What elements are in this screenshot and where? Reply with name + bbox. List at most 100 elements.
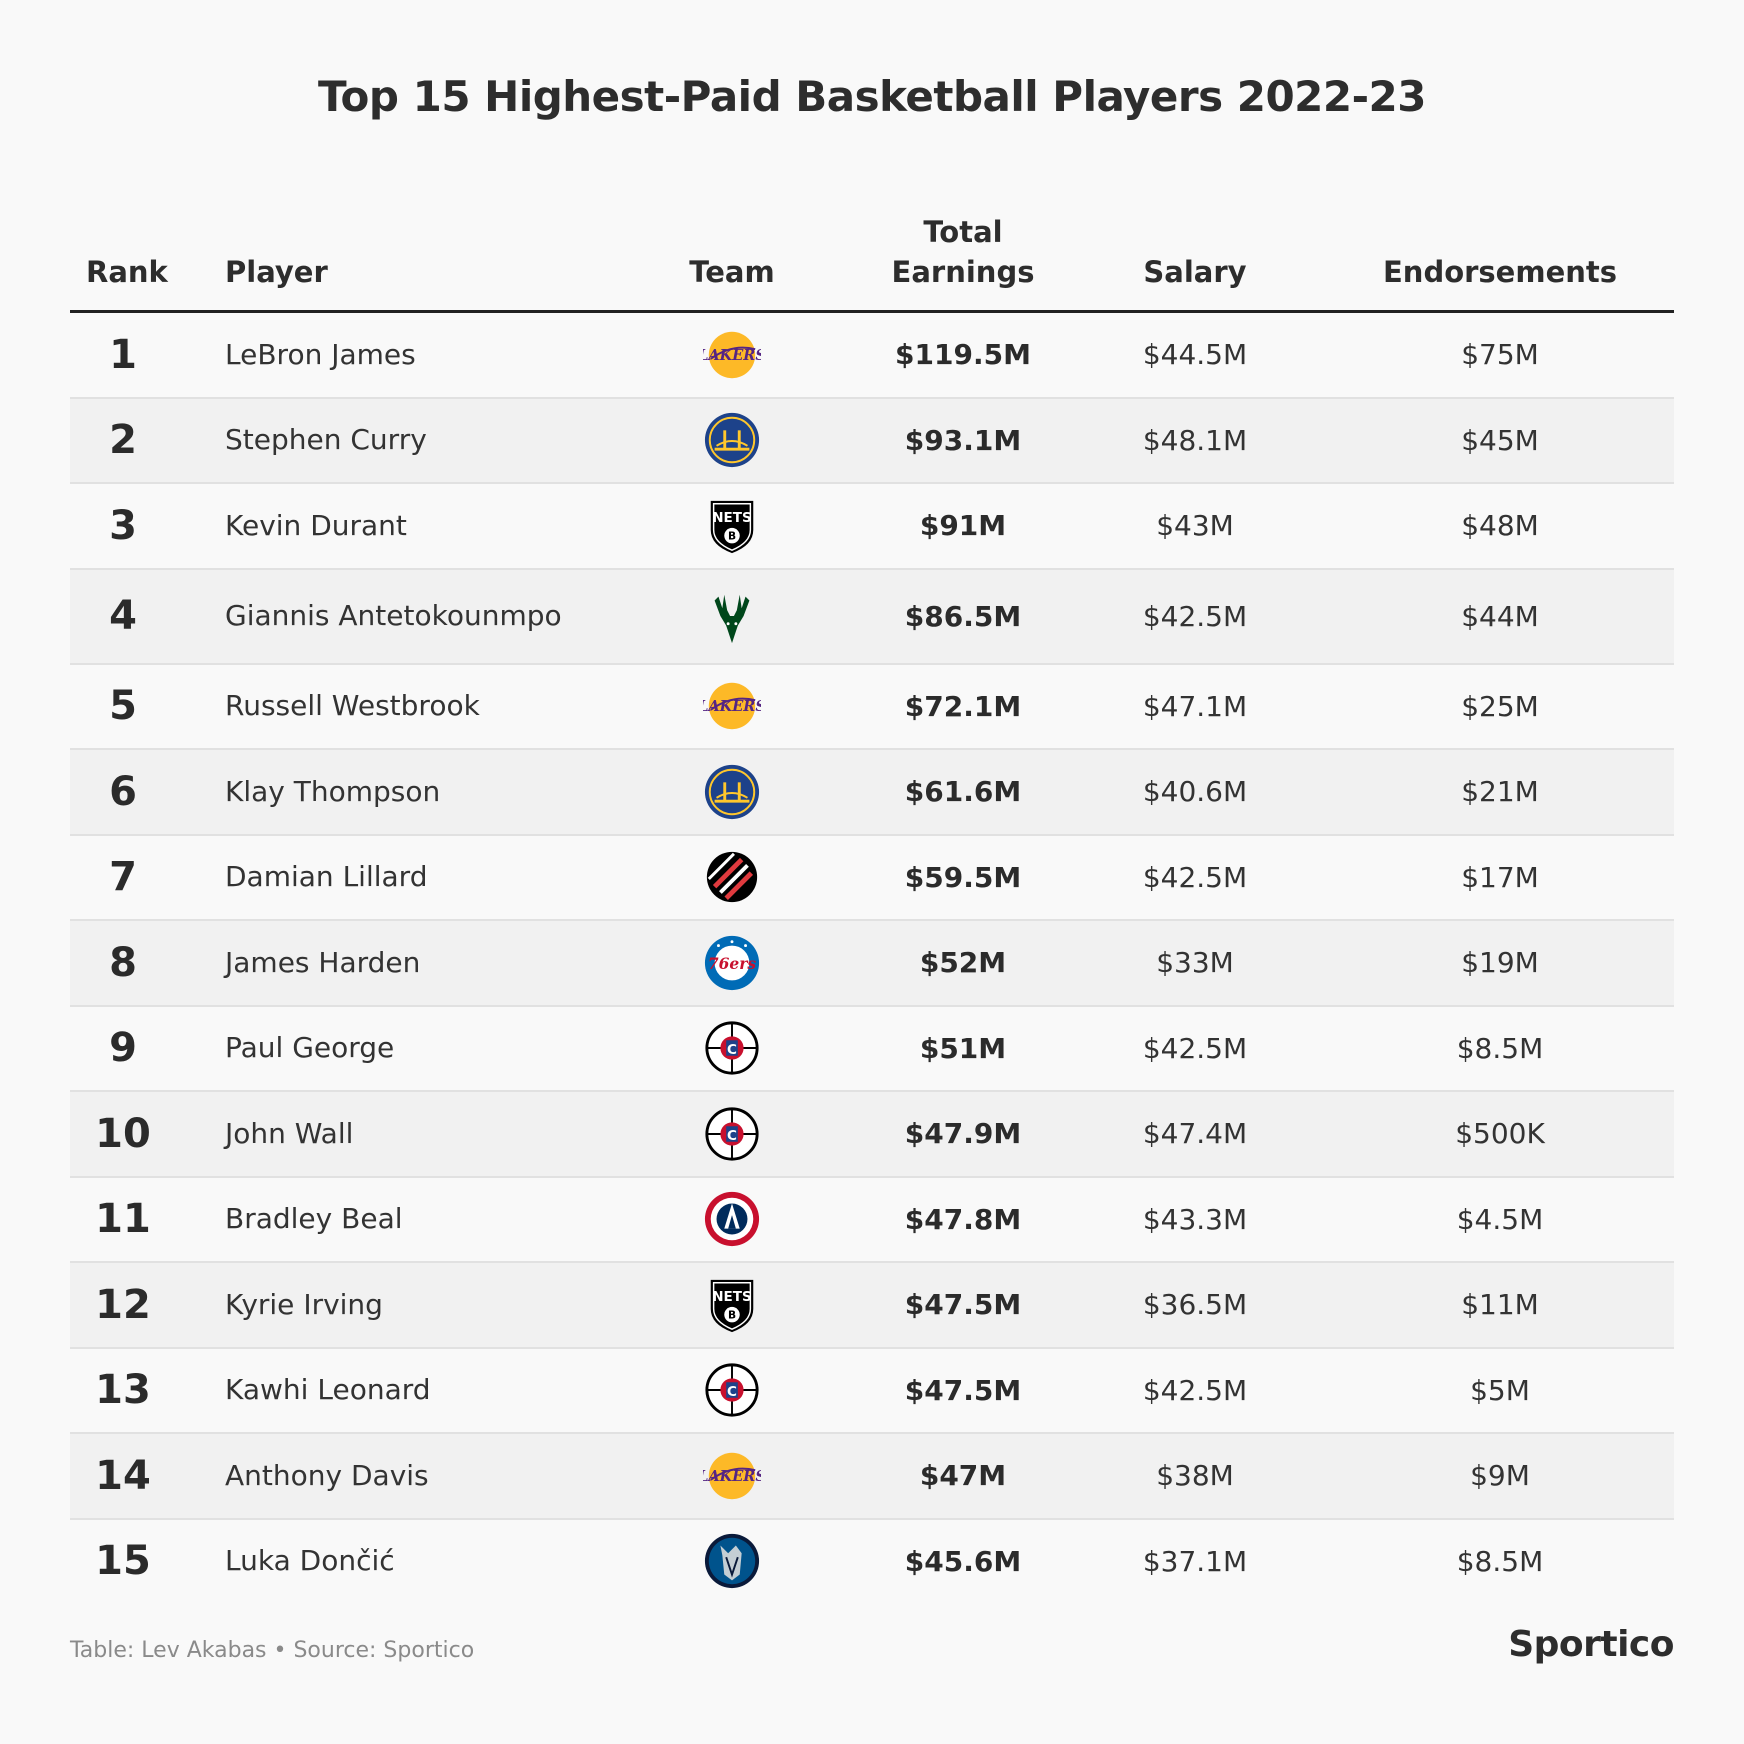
salary-cell: $38M [1156,1459,1234,1493]
chart-title: Top 15 Highest-Paid Basketball Players 2… [317,72,1427,121]
table-row: 7 Damian Lillard $59.5M $42.5M $17M [70,835,1674,921]
table-row: 4 Giannis Antetokounmpo $86.5M $42.5M $44M [70,569,1674,665]
player-cell: Luka Dončić [225,1544,395,1578]
svg-text:NETS: NETS [712,1289,752,1305]
table-row: 3 Kevin Durant NETS B $91M $43M $48M [70,484,1674,570]
player-cell: Kawhi Leonard [225,1373,431,1407]
salary-cell: $42.5M [1142,1373,1248,1407]
header-salary: Salary [1143,255,1247,289]
endorsements-cell: $21M [1461,775,1539,809]
total-earnings-cell: $59.5M [904,860,1022,894]
total-earnings-cell: $47.9M [904,1117,1022,1151]
player-cell: Klay Thompson [225,774,441,808]
svg-text:76ers: 76ers [708,954,756,973]
endorsements-cell: $8.5M [1456,1031,1544,1065]
player-cell: James Harden [225,945,421,979]
rank-cell: 11 [95,1196,151,1243]
table-row: 15 Luka Dončić $45.6M $37.1M $8.5M [70,1519,1674,1603]
svg-text:B: B [728,1308,736,1321]
salary-cell: $43.3M [1142,1202,1248,1236]
nets-logo-icon: NETS B [672,1263,792,1347]
table-row: 6 Klay Thompson $61.6M $40.6M $21M [70,750,1674,836]
total-earnings-cell: $86.5M [904,599,1022,633]
total-earnings-cell: $61.6M [904,775,1022,809]
endorsements-cell: $25M [1461,689,1539,723]
endorsements-cell: $9M [1470,1459,1530,1493]
endorsements-cell: $11M [1461,1288,1539,1322]
rank-cell: 14 [95,1452,151,1499]
salary-cell: $37.1M [1142,1544,1248,1578]
total-earnings-cell: $119.5M [895,338,1031,372]
svg-text:NETS: NETS [712,510,752,526]
rank-cell: 7 [109,854,137,901]
salary-cell: $48.1M [1142,423,1248,457]
rank-cell: 1 [109,331,137,378]
lakers-logo-icon: LAKERS [672,665,792,749]
player-cell: LeBron James [225,337,416,371]
rank-cell: 15 [95,1538,151,1585]
nets-logo-icon: NETS B [672,484,792,568]
total-earnings-cell: $47M [919,1459,1007,1493]
table-header: Rank Player Team Total Earnings Salary E… [70,210,1674,313]
sportico-logo: Sportico [1508,1624,1674,1665]
salary-cell: $42.5M [1142,1031,1248,1065]
endorsements-cell: $19M [1461,946,1539,980]
salary-cell: $42.5M [1142,599,1248,633]
svg-text:LAKERS: LAKERS [703,347,761,364]
player-cell: Anthony Davis [225,1458,429,1492]
table-row: 5 Russell Westbrook LAKERS $72.1M $47.1M $25M [70,664,1674,750]
player-cell: Kyrie Irving [225,1287,383,1321]
endorsements-cell: $4.5M [1456,1202,1544,1236]
header-team: Team [689,255,775,289]
svg-text:C: C [727,1042,737,1058]
header-total-line2: Earnings [891,255,1035,289]
player-cell: Giannis Antetokounmpo [225,599,562,632]
total-earnings-cell: $47.5M [904,1373,1022,1407]
endorsements-cell: $45M [1461,423,1539,457]
table-row: 2 Stephen Curry $93.1M $48.1M $45M [70,398,1674,484]
salary-cell: $40.6M [1142,775,1248,809]
header-endorsements: Endorsements [1382,255,1618,289]
rank-cell: 8 [109,939,137,986]
player-cell: Kevin Durant [225,508,407,542]
endorsements-cell: $8.5M [1456,1544,1544,1578]
lakers-logo-icon: LAKERS [672,1434,792,1518]
table-row: 9 Paul George C $51M $42.5M $8.5M [70,1006,1674,1092]
svg-text:LAKERS: LAKERS [703,1468,761,1485]
header-rank: Rank [86,255,168,289]
table-row: 10 John Wall C $47.9M $47.4M $500K [70,1092,1674,1178]
rank-cell: 10 [95,1110,151,1157]
player-cell: Paul George [225,1031,395,1065]
rank-cell: 5 [109,683,137,730]
salary-cell: $36.5M [1142,1288,1248,1322]
total-earnings-cell: $91M [919,509,1007,543]
source-note: Table: Lev Akabas • Source: Sportico [70,1638,475,1663]
player-cell: Stephen Curry [225,423,427,457]
lakers-logo-icon: LAKERS [672,313,792,397]
header-total-earnings: Total Earnings [878,212,1048,292]
clippers-logo-icon: C [672,1007,792,1091]
svg-text:C: C [727,1384,737,1400]
table-row: 12 Kyrie Irving NETS B $47.5M $36.5M $11M [70,1263,1674,1349]
rank-cell: 13 [95,1367,151,1414]
endorsements-cell: $48M [1461,509,1539,543]
svg-text:LAKERS: LAKERS [703,698,761,715]
player-cell: Russell Westbrook [225,689,480,723]
header-total-line1: Total [923,215,1003,249]
player-cell: John Wall [225,1116,354,1150]
salary-cell: $44.5M [1142,338,1248,372]
bucks-logo-icon [672,570,792,663]
table-row: 8 James Harden 76ers $52M $33M $19M [70,921,1674,1007]
table-row: 13 Kawhi Leonard C $47.5M $42.5M $5M [70,1348,1674,1434]
clippers-logo-icon: C [672,1092,792,1176]
total-earnings-cell: $47.5M [904,1288,1022,1322]
table-row: 1 LeBron James LAKERS $119.5M $44.5M $75M [70,313,1674,399]
rank-cell: 4 [109,593,137,639]
rank-cell: 2 [109,417,137,464]
total-earnings-cell: $47.8M [904,1202,1022,1236]
76ers-logo-icon: 76ers [672,921,792,1005]
header-player: Player [225,255,328,289]
table-row: 11 Bradley Beal $47.8M $43.3M $4.5M [70,1177,1674,1263]
salary-cell: $43M [1156,509,1234,543]
rank-cell: 3 [109,502,137,549]
